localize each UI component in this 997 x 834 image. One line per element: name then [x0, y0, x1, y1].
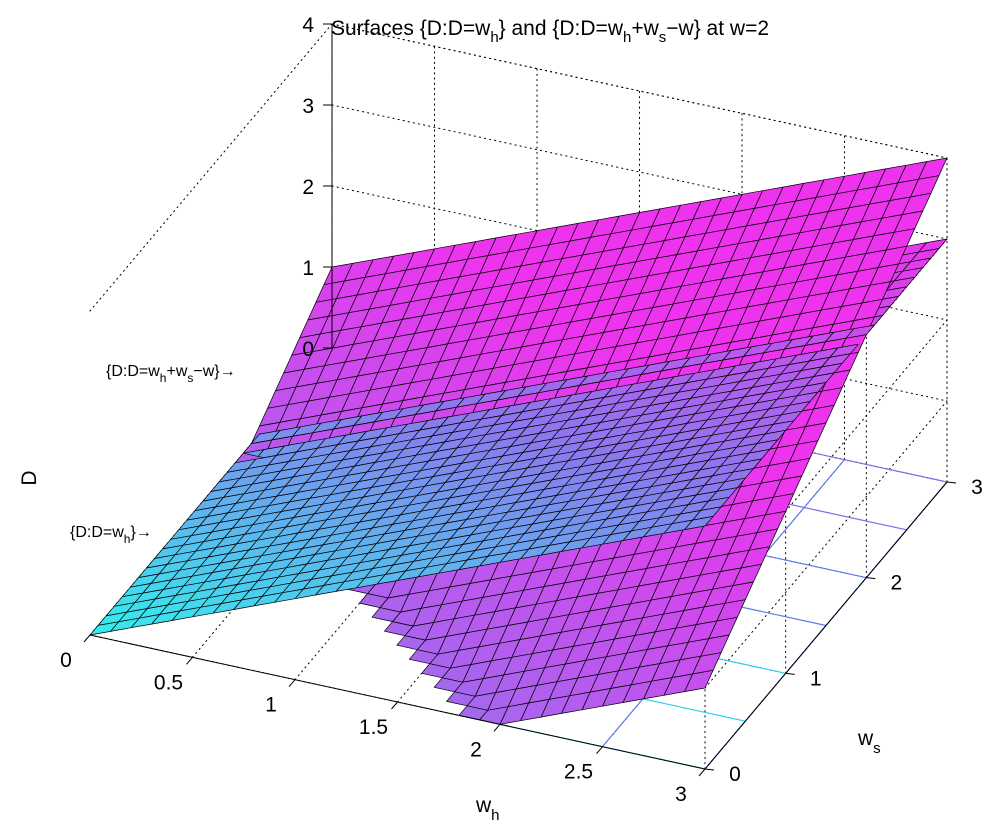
x-tick-mark — [493, 724, 501, 732]
y-tick-label: 1 — [810, 667, 822, 690]
annotation-part: }→ — [130, 524, 151, 541]
z-tick-label: 0 — [302, 338, 314, 361]
title-part: −w} at w=2 — [666, 17, 769, 40]
title-part: } and {D:D=w — [499, 17, 624, 40]
z-axis-label: D — [18, 470, 41, 485]
y-axis-label-subscript: s — [873, 740, 881, 757]
y-tick-label: 2 — [890, 572, 902, 595]
surface-quad-plane — [384, 621, 414, 637]
x-tick-label: 1 — [265, 694, 277, 717]
x-axis-label-subscript: h — [491, 807, 499, 824]
surface-quad-plane — [433, 677, 464, 693]
annotation-wh-label: {D:D=wh}→ — [70, 524, 152, 546]
surface-quad-plane — [446, 691, 476, 707]
y-tick-mark — [946, 481, 957, 484]
y-tick-mark — [785, 672, 795, 675]
x-tick-mark — [83, 634, 91, 643]
x-tick-label: 3 — [675, 783, 687, 806]
surface-quad-plane — [359, 593, 389, 608]
x-tick-label: 2.5 — [564, 761, 593, 784]
surface-quad-plane — [421, 663, 451, 679]
z-tick-label: 1 — [302, 257, 314, 280]
chart-title: Surfaces {D:D=wh} and {D:D=wh+ws−w} at w… — [331, 17, 769, 46]
annotation-subscript: h — [124, 532, 131, 546]
x-tick-label: 0.5 — [154, 671, 183, 694]
annotation-part: {D:D=w — [70, 524, 124, 541]
x-tick-label: 0 — [60, 649, 72, 672]
surface-quad-plane — [371, 607, 401, 622]
grid-line — [89, 23, 333, 312]
annotation-part: −w}→ — [193, 363, 235, 380]
x-axis-label-base: w — [475, 794, 492, 817]
x-tick-mark — [288, 679, 296, 687]
x-tick-label: 1.5 — [359, 716, 388, 739]
y-axis-label-base: w — [857, 727, 874, 750]
x-axis-label: wh — [475, 794, 500, 824]
y-axis-line — [704, 481, 948, 770]
surfaces — [89, 157, 948, 725]
y-tick-mark — [704, 768, 715, 771]
z-tick-label: 3 — [302, 95, 314, 118]
surface-quad-plane — [408, 649, 439, 665]
grid-line — [331, 23, 948, 159]
x-tick-mark — [698, 768, 706, 777]
z-tick-label: 2 — [302, 176, 314, 199]
surface-quad-wh — [89, 621, 119, 636]
annotation-subscript: s — [187, 371, 193, 385]
annotation-subscript: h — [160, 371, 167, 385]
surface-quad-plane — [396, 635, 426, 651]
z-tick-label: 4 — [302, 14, 314, 37]
title-subscript: h — [623, 29, 631, 46]
annotation-part: +w — [166, 363, 187, 380]
grid-line — [704, 400, 948, 689]
title-subscript: s — [659, 29, 667, 46]
title-part: +w — [631, 17, 659, 40]
tick-labels: 0 0.5 1 1.5 2 2.5 3 0 1 2 3 0 1 2 3 4 — [60, 14, 983, 806]
title-subscript: h — [490, 29, 498, 46]
x-tick-label: 2 — [470, 738, 482, 761]
y-tick-label: 3 — [971, 476, 983, 499]
y-tick-label: 0 — [729, 763, 741, 786]
x-tick-mark — [186, 657, 193, 665]
grid-line — [331, 104, 948, 240]
x-tick-mark — [596, 746, 603, 755]
annotation-plane-label: {D:D=wh+ws−w}→ — [106, 363, 236, 385]
annotation-part: {D:D=w — [106, 363, 160, 380]
y-axis-label: ws — [857, 727, 881, 757]
x-tick-mark — [391, 701, 398, 710]
y-tick-mark — [866, 577, 876, 580]
title-part: Surfaces {D:D=w — [331, 17, 491, 40]
